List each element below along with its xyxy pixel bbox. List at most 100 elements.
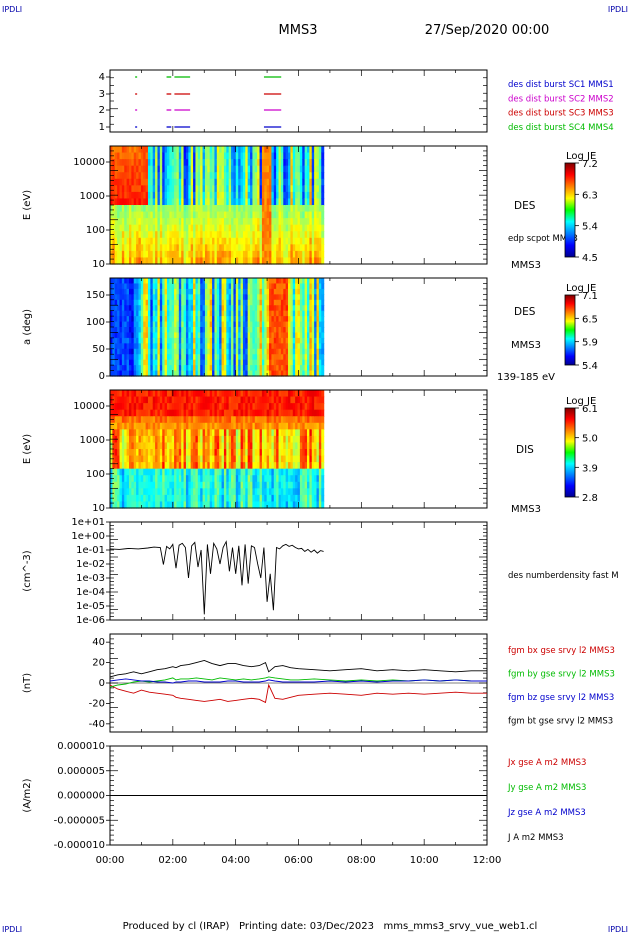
spectrogram-cell — [157, 250, 161, 259]
spectrogram-cell — [254, 231, 258, 239]
spectrogram-cell — [295, 337, 299, 344]
spectrogram-cell — [254, 218, 258, 226]
spectrogram-cell — [250, 250, 254, 259]
spectrogram-cell — [219, 191, 223, 200]
spectrogram-cell — [207, 435, 211, 444]
spectrogram-cell — [200, 337, 204, 344]
y-tick-label: 50 — [92, 344, 105, 355]
spectrogram-cell — [183, 278, 187, 285]
spectrogram-cell — [121, 172, 125, 180]
spectrogram-cell — [257, 283, 261, 290]
spectrogram-cell — [190, 244, 194, 252]
spectrogram-cell — [292, 211, 296, 219]
spectrogram-cell — [114, 416, 118, 424]
spectrogram-cell — [114, 257, 118, 265]
spectrogram-cell — [143, 481, 147, 489]
spectrogram-cell — [269, 390, 273, 398]
spectrogram-cell — [200, 178, 204, 186]
spectrogram-cell — [235, 244, 239, 252]
spectrogram-cell — [235, 321, 239, 328]
spectrogram-cell — [271, 455, 275, 463]
spectrogram-cell — [247, 488, 251, 496]
spectrogram-cell — [128, 237, 132, 245]
spectrogram-cell — [155, 321, 159, 328]
spectrogram-cell — [245, 396, 249, 404]
spectrogram-cell — [226, 468, 230, 476]
spectrogram-cell — [178, 481, 182, 489]
spectrogram-cell — [219, 348, 223, 355]
spectrogram-cell — [121, 231, 125, 239]
spectrogram-cell — [252, 231, 256, 239]
spectrogram-cell — [197, 237, 201, 245]
spectrogram-cell — [169, 365, 173, 372]
spectrogram-cell — [288, 294, 292, 301]
spectrogram-cell — [247, 224, 251, 232]
spectrogram-cell — [204, 409, 208, 417]
spectrogram-cell — [185, 337, 189, 344]
spectrogram-cell — [193, 218, 197, 226]
spectrogram-cell — [190, 198, 194, 206]
spectrogram-cell — [171, 468, 175, 476]
spectrogram-cell — [200, 494, 204, 503]
spectrogram-cell — [247, 475, 251, 483]
spectrogram-cell — [235, 422, 239, 430]
spectrogram-cell — [126, 481, 130, 489]
spectrogram-cell — [269, 152, 273, 160]
spectrogram-cell — [166, 278, 170, 285]
spectrogram-cell — [171, 501, 175, 509]
spectrogram-cell — [114, 165, 118, 173]
spectrogram-cell — [288, 343, 292, 350]
spectrogram-cell — [176, 481, 180, 489]
spectrogram-cell — [273, 305, 277, 312]
spectrogram-cell — [304, 435, 308, 444]
spectrogram-cell — [150, 288, 154, 295]
spectrogram-cell — [140, 365, 144, 372]
spectrogram-cell — [309, 348, 313, 355]
spectrogram-cell — [178, 422, 182, 430]
spectrogram-cell — [214, 299, 218, 306]
spectrogram-cell — [152, 294, 156, 301]
spectrogram-cell — [157, 396, 161, 404]
spectrogram-cell — [278, 178, 282, 186]
spectrogram-cell — [280, 354, 284, 361]
spectrogram-cell — [162, 178, 166, 186]
spectrogram-cell — [112, 501, 116, 509]
spectrogram-cell — [278, 365, 282, 372]
spectrogram-cell — [231, 348, 235, 355]
spectrogram-cell — [207, 475, 211, 483]
spectrogram-cell — [321, 250, 325, 259]
spectrogram-cell — [117, 237, 121, 245]
spectrogram-cell — [150, 396, 154, 404]
spectrogram-cell — [280, 146, 284, 154]
spectrogram-cell — [221, 278, 225, 285]
spectrogram-cell — [290, 396, 294, 404]
spectrogram-cell — [278, 494, 282, 503]
spectrogram-cell — [212, 146, 216, 154]
spectrogram-cell — [264, 316, 268, 323]
spectrogram-cell — [212, 449, 216, 457]
spectrogram-cell — [278, 283, 282, 290]
spectrogram-cell — [223, 185, 227, 193]
spectrogram-cell — [321, 191, 325, 200]
spectrogram-cell — [195, 172, 199, 180]
spectrogram-cell — [278, 152, 282, 160]
spectrogram-cell — [204, 337, 208, 344]
spectrogram-cell — [285, 211, 289, 219]
spectrogram-cell — [128, 250, 132, 259]
spectrogram-cell — [238, 409, 242, 417]
spectrogram-cell — [114, 172, 118, 180]
spectrogram-cell — [292, 354, 296, 361]
spectrogram-cell — [219, 165, 223, 173]
spectrogram-cell — [190, 237, 194, 245]
spectrogram-cell — [143, 327, 147, 334]
spectrogram-cell — [209, 191, 213, 200]
spectrogram-cell — [195, 396, 199, 404]
spectrogram-cell — [299, 501, 303, 509]
spectrogram-cell — [214, 468, 218, 476]
spectrogram-cell — [316, 337, 320, 344]
spectrogram-cell — [240, 365, 244, 372]
spectrogram-cell — [299, 283, 303, 290]
spectrogram-cell — [219, 159, 223, 167]
spectrogram-cell — [174, 250, 178, 259]
spectrogram-cell — [235, 178, 239, 186]
